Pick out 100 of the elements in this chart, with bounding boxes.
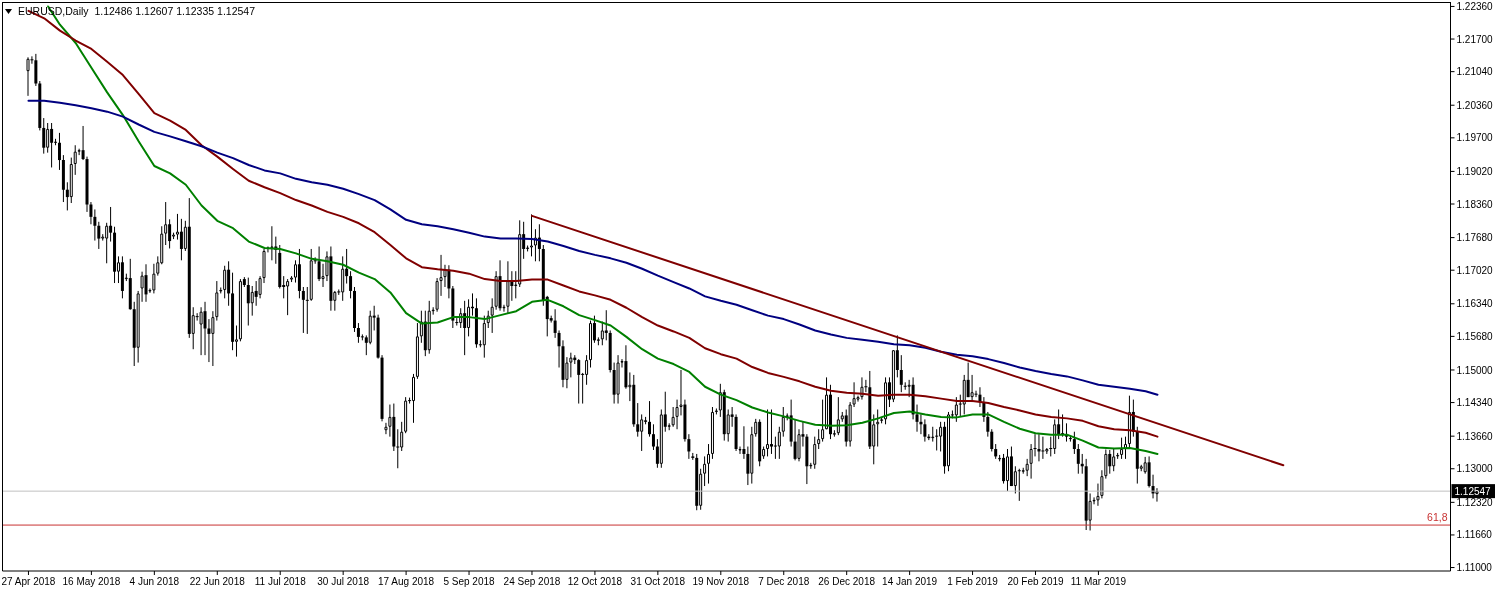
x-tick-label: 11 Jul 2018 <box>254 576 307 587</box>
candlestick <box>1120 437 1124 460</box>
candlestick <box>109 206 113 243</box>
candlestick <box>876 408 880 448</box>
candlestick <box>836 396 840 436</box>
candlestick <box>773 436 777 460</box>
candlestick <box>286 278 290 316</box>
y-tick-label: 1.18360 <box>1456 198 1494 210</box>
candlestick <box>467 298 471 337</box>
x-tick-label: 26 Dec 2018 <box>818 576 876 587</box>
candlestick <box>604 309 608 341</box>
y-tick-label: 1.11660 <box>1456 529 1493 541</box>
x-tick-label: 12 Oct 2018 <box>567 576 623 587</box>
candlestick <box>396 428 400 469</box>
candlestick <box>1041 436 1045 460</box>
candlestick <box>651 423 655 451</box>
candlestick <box>703 455 707 487</box>
y-tick-label: 1.12320 <box>1456 496 1494 508</box>
x-tick-label: 14 Jan 2019 <box>882 576 938 587</box>
candlestick <box>412 373 415 424</box>
candlestick <box>305 286 309 335</box>
candlestick <box>813 436 817 470</box>
x-tick-label: 31 Oct 2018 <box>630 576 686 587</box>
candlestick <box>455 317 459 327</box>
candlestick <box>349 270 353 299</box>
y-tick-label: 1.11000 <box>1456 562 1493 574</box>
candlestick <box>530 213 534 257</box>
candlestick <box>777 426 781 460</box>
ref-line-label: 1.12547 <box>1454 486 1492 498</box>
candlestick <box>246 277 250 327</box>
candlestick <box>817 428 821 450</box>
candlestick <box>42 117 46 155</box>
x-tick-label: 22 Jun 2018 <box>189 576 246 587</box>
candlestick <box>250 285 254 317</box>
candlestick <box>923 418 927 443</box>
x-tick-label: 19 Nov 2018 <box>692 576 750 587</box>
candlestick <box>482 315 486 359</box>
y-tick-label: 1.13000 <box>1456 463 1494 475</box>
candlestick <box>636 402 640 438</box>
candlestick <box>1072 431 1076 455</box>
candlestick <box>254 280 258 307</box>
candlestick <box>1053 418 1057 455</box>
candlestick <box>648 400 652 438</box>
y-tick-label: 1.13660 <box>1456 430 1494 442</box>
x-tick-label: 7 Dec 2018 <box>758 576 810 587</box>
candlestick <box>168 218 172 249</box>
x-tick-label: 24 Sep 2018 <box>503 576 561 587</box>
candlestick <box>46 122 50 154</box>
y-tick-label: 1.15680 <box>1456 330 1494 342</box>
x-tick-label: 30 Jul 2018 <box>317 576 370 587</box>
candlestick <box>990 428 994 452</box>
candlestick <box>341 255 345 302</box>
candlestick <box>962 374 966 415</box>
x-tick-label: 1 Feb 2019 <box>947 576 999 587</box>
y-tick-label: 1.17680 <box>1456 232 1494 244</box>
y-tick-label: 1.21040 <box>1456 66 1494 78</box>
candlestick <box>585 354 589 386</box>
y-tick-label: 1.19020 <box>1456 165 1494 177</box>
candlestick <box>769 408 773 455</box>
candlestick <box>400 421 404 452</box>
y-tick-label: 1.21700 <box>1456 33 1494 45</box>
x-tick-label: 4 Jun 2018 <box>129 576 180 587</box>
candlestick <box>223 265 227 299</box>
candlestick <box>821 399 825 443</box>
x-tick-label: 20 Feb 2019 <box>1007 576 1064 587</box>
candlestick <box>164 201 168 246</box>
candlestick <box>1076 443 1080 475</box>
y-tick-label: 1.20360 <box>1456 99 1494 111</box>
candlestick <box>1112 448 1116 472</box>
candlestick <box>1017 468 1021 502</box>
candlestick <box>227 260 231 307</box>
x-tick-label: 11 Mar 2019 <box>1070 576 1127 587</box>
candlestick <box>26 56 30 97</box>
y-tick-label: 1.22360 <box>1456 1 1494 12</box>
candlestick <box>970 374 974 403</box>
line-series <box>27 99 1159 396</box>
candlestick <box>105 222 109 264</box>
candlestick <box>1002 453 1006 485</box>
candlestick <box>1061 413 1065 438</box>
candlestick <box>356 322 360 344</box>
x-tick-label: 17 Aug 2018 <box>378 576 435 587</box>
candlestick <box>179 218 183 261</box>
candlestick <box>533 228 537 262</box>
candlestick <box>1108 449 1112 475</box>
candlestick <box>1005 448 1009 492</box>
y-tick-label: 1.19700 <box>1456 132 1494 144</box>
annotation: 61,8 <box>1427 511 1448 525</box>
candlestick <box>766 408 770 457</box>
candlestick <box>50 122 54 168</box>
candlestick <box>640 413 644 452</box>
candlestick <box>903 381 907 391</box>
y-tick-label: 1.16340 <box>1456 298 1494 310</box>
candlestick <box>781 406 785 438</box>
x-tick-label: 16 May 2018 <box>62 576 121 587</box>
candlestick <box>73 144 77 176</box>
candlestick <box>270 225 274 261</box>
candlestick <box>935 428 939 451</box>
candlestick <box>793 418 797 461</box>
candlestick <box>144 263 148 303</box>
y-tick-label: 1.17020 <box>1456 264 1494 276</box>
